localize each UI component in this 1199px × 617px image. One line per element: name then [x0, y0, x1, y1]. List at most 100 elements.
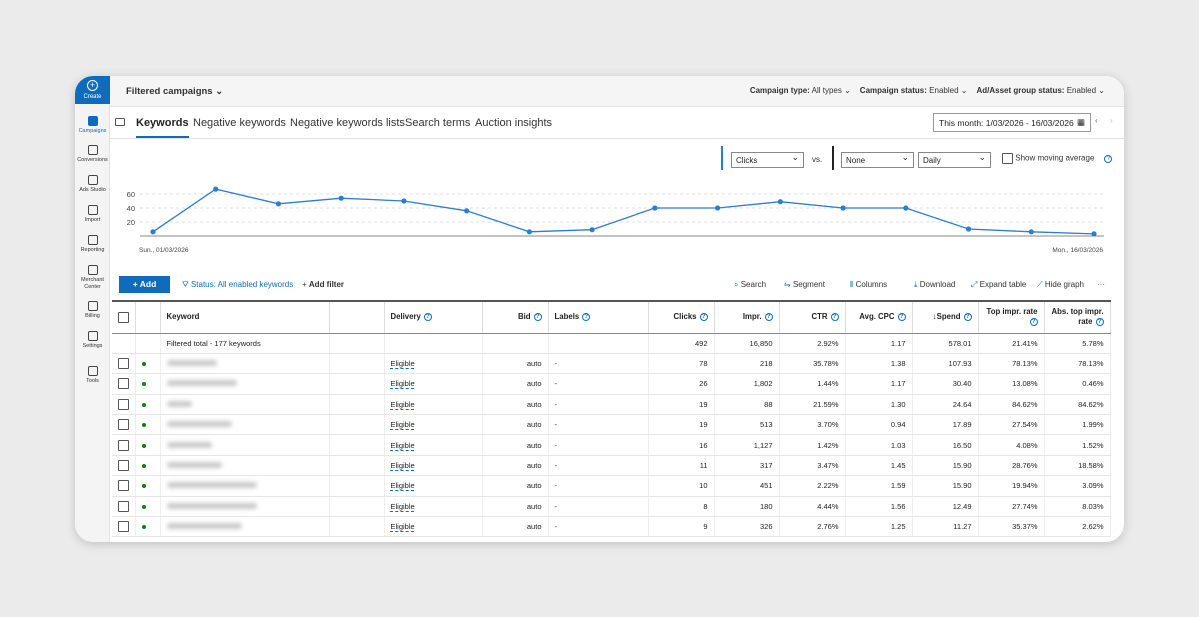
cell: 1.30 — [845, 394, 913, 416]
keyword-row: Eligible auto - 10 451 2.22% 1.59 15.90 19.94% 3.… — [112, 475, 1111, 497]
cell-value: 3.09% — [1082, 481, 1104, 491]
sidebar-icon — [87, 235, 98, 245]
delivery-status[interactable]: Eligible — [390, 420, 415, 430]
checkbox[interactable] — [118, 460, 129, 472]
cell-value: 1.45 — [890, 461, 906, 471]
delivery-status[interactable]: Eligible — [390, 379, 415, 389]
metric1-dropdown[interactable]: Clicks — [731, 152, 804, 168]
column-header[interactable]: Avg. CPC? — [845, 300, 913, 334]
delivery-status[interactable]: Eligible — [390, 399, 415, 409]
tab[interactable]: Negative keywords — [193, 117, 286, 129]
cell: - — [548, 373, 649, 395]
cell: 15.90 — [912, 475, 979, 497]
delivery-status[interactable]: Eligible — [390, 440, 415, 450]
sidebar-item[interactable]: Conversions — [75, 145, 110, 164]
cell: 3.70% — [779, 414, 846, 436]
cell: auto — [482, 455, 549, 477]
cell: 3.47% — [779, 455, 846, 477]
column-header[interactable]: Clicks? — [648, 300, 715, 334]
cell: - — [548, 496, 649, 518]
toolbar-action[interactable]: ⤓ Download — [914, 280, 955, 290]
metric2-dropdown[interactable]: None — [841, 152, 914, 168]
add-button[interactable]: + Add — [119, 276, 170, 293]
cell-value: 84.62% — [1078, 399, 1104, 409]
sidebar-item[interactable]: Tools — [75, 366, 110, 385]
moving-average-toggle[interactable]: Show moving average? — [1002, 153, 1113, 164]
column-header[interactable]: Keyword — [160, 300, 330, 334]
cell: 317 — [714, 455, 780, 477]
cell: - — [548, 475, 649, 497]
column-header[interactable]: Top impr. rate? — [978, 300, 1045, 334]
sidebar-item[interactable]: Import — [75, 205, 110, 224]
checkbox[interactable] — [118, 521, 129, 533]
header-filter[interactable]: Campaign status: Enabled ⌄ — [859, 86, 968, 95]
keyword-row: Eligible auto - 11 317 3.47% 1.45 15.90 28.76% 18… — [112, 455, 1111, 477]
toolbar-action[interactable]: ⇋ Segment — [784, 280, 825, 289]
header-filter[interactable]: Ad/Asset group status: Enabled ⌄ — [976, 86, 1105, 95]
sidebar-item[interactable]: Reporting — [75, 235, 110, 254]
checkbox[interactable] — [118, 419, 129, 431]
cell-value: 19.94% — [1012, 481, 1038, 491]
cell: 78 — [648, 353, 715, 375]
create-button[interactable]: + Create — [75, 76, 110, 104]
redacted-keyword — [166, 482, 257, 489]
header-filter[interactable]: Campaign type: All types ⌄ — [749, 86, 851, 95]
checkbox[interactable] — [118, 378, 129, 390]
cell: Eligible — [384, 475, 483, 497]
column-header[interactable]: Bid? — [482, 300, 549, 334]
date-picker[interactable]: This month: 1/03/2026 - 16/03/2026 ▦ — [933, 113, 1091, 132]
tab[interactable]: Keywords — [136, 117, 189, 138]
tab[interactable]: Negative keywords lists — [290, 117, 405, 129]
sidebar-item[interactable]: Settings — [75, 331, 110, 350]
cell-value: 16 — [699, 440, 708, 450]
cell: 18.58% — [1044, 455, 1111, 477]
sidebar-item[interactable]: Merchant Center — [75, 265, 110, 291]
checkbox[interactable] — [118, 439, 129, 451]
cell — [160, 455, 330, 477]
prev-period[interactable]: ‹ — [1095, 116, 1098, 125]
column-header[interactable]: Labels? — [548, 300, 649, 334]
checkbox[interactable] — [118, 358, 129, 370]
checkbox[interactable] — [118, 500, 129, 512]
tab[interactable]: Search terms — [405, 117, 471, 129]
data-point — [965, 226, 972, 232]
tab[interactable]: Auction insights — [475, 117, 553, 129]
status-filter[interactable]: ⛛ Status: All enabled keywords — [182, 280, 294, 289]
sidebar-item[interactable]: Campaigns — [75, 116, 110, 135]
cell: 16 — [648, 434, 715, 456]
cell — [548, 333, 649, 354]
panel-toggle[interactable] — [115, 118, 125, 126]
header-text: Avg. CPC — [859, 312, 895, 322]
add-filter[interactable]: + Add filter — [302, 280, 345, 289]
action-icon: ⟋ — [1037, 280, 1045, 289]
toolbar-action[interactable]: ⫴ Columns — [850, 280, 887, 290]
delivery-status[interactable]: Eligible — [390, 501, 415, 511]
toolbar-action[interactable]: ⤢ Expand table — [971, 280, 1026, 290]
cell: Eligible — [384, 496, 483, 518]
view-title[interactable]: Filtered campaigns ⌄ — [126, 86, 224, 97]
column-header[interactable]: Impr.? — [714, 300, 780, 334]
toolbar-action[interactable]: ⌕ Search — [734, 280, 766, 290]
sidebar-item[interactable]: Billing — [75, 301, 110, 320]
column-header[interactable]: Delivery? — [384, 300, 483, 334]
cell: 1.17 — [845, 373, 913, 395]
toolbar-action[interactable]: ⟋ Hide graph — [1037, 280, 1084, 290]
delivery-status[interactable]: Eligible — [390, 481, 415, 491]
cell — [160, 516, 330, 538]
delivery-status[interactable]: Eligible — [390, 461, 415, 471]
delivery-status[interactable]: Eligible — [390, 522, 415, 532]
sidebar-label: Reporting — [80, 247, 105, 253]
sidebar-item[interactable]: Ads Studio — [75, 175, 110, 194]
checkbox[interactable] — [118, 480, 129, 492]
checkbox[interactable] — [118, 311, 129, 323]
column-header[interactable]: Abs. top impr. rate? — [1044, 300, 1111, 334]
cell-value: 17.89 — [952, 420, 972, 430]
help-icon: ? — [423, 313, 432, 322]
granularity-dropdown[interactable]: Daily — [918, 152, 991, 168]
column-header[interactable]: CTR? — [779, 300, 846, 334]
more-button[interactable]: ··· — [1097, 280, 1105, 289]
cell-value: 326 — [759, 522, 773, 532]
checkbox[interactable] — [118, 398, 129, 410]
delivery-status[interactable]: Eligible — [390, 359, 415, 369]
column-header[interactable]: ↓Spend? — [912, 300, 979, 334]
